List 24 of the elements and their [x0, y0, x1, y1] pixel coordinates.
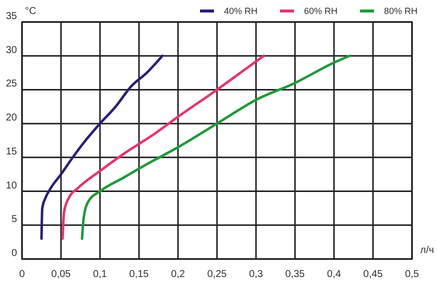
y-tick-label: 30 — [6, 44, 18, 56]
x-tick-label: 0 — [19, 269, 26, 280]
legend-label: 80% RH — [384, 6, 418, 16]
x-tick-label: 0,15 — [129, 269, 150, 280]
y-tick-label: 15 — [6, 146, 18, 158]
x-tick-label: 0,2 — [171, 269, 186, 280]
x-axis-title: л/ч — [420, 245, 434, 256]
y-tick-label: 5 — [11, 214, 18, 226]
x-tick-label: 0,25 — [207, 269, 228, 280]
y-tick-label: 0 — [11, 248, 18, 259]
y-axis-title: °C — [25, 6, 36, 17]
x-tick-label: 0,1 — [93, 269, 108, 280]
x-tick-label: 0,3 — [249, 269, 264, 280]
x-tick-label: 0,45 — [363, 269, 384, 280]
x-tick-label: 0,35 — [285, 269, 306, 280]
y-tick-label: 25 — [6, 78, 18, 90]
y-tick-label: 10 — [6, 180, 18, 192]
x-tick-label: 0,4 — [327, 269, 342, 280]
legend-label: 40% RH — [224, 6, 258, 16]
y-tick-label: 35 — [6, 11, 18, 22]
x-tick-label: 0,05 — [51, 269, 72, 280]
legend-label: 60% RH — [304, 6, 338, 16]
x-tick-label: 0,5 — [405, 269, 420, 280]
y-tick-label: 20 — [6, 112, 18, 124]
